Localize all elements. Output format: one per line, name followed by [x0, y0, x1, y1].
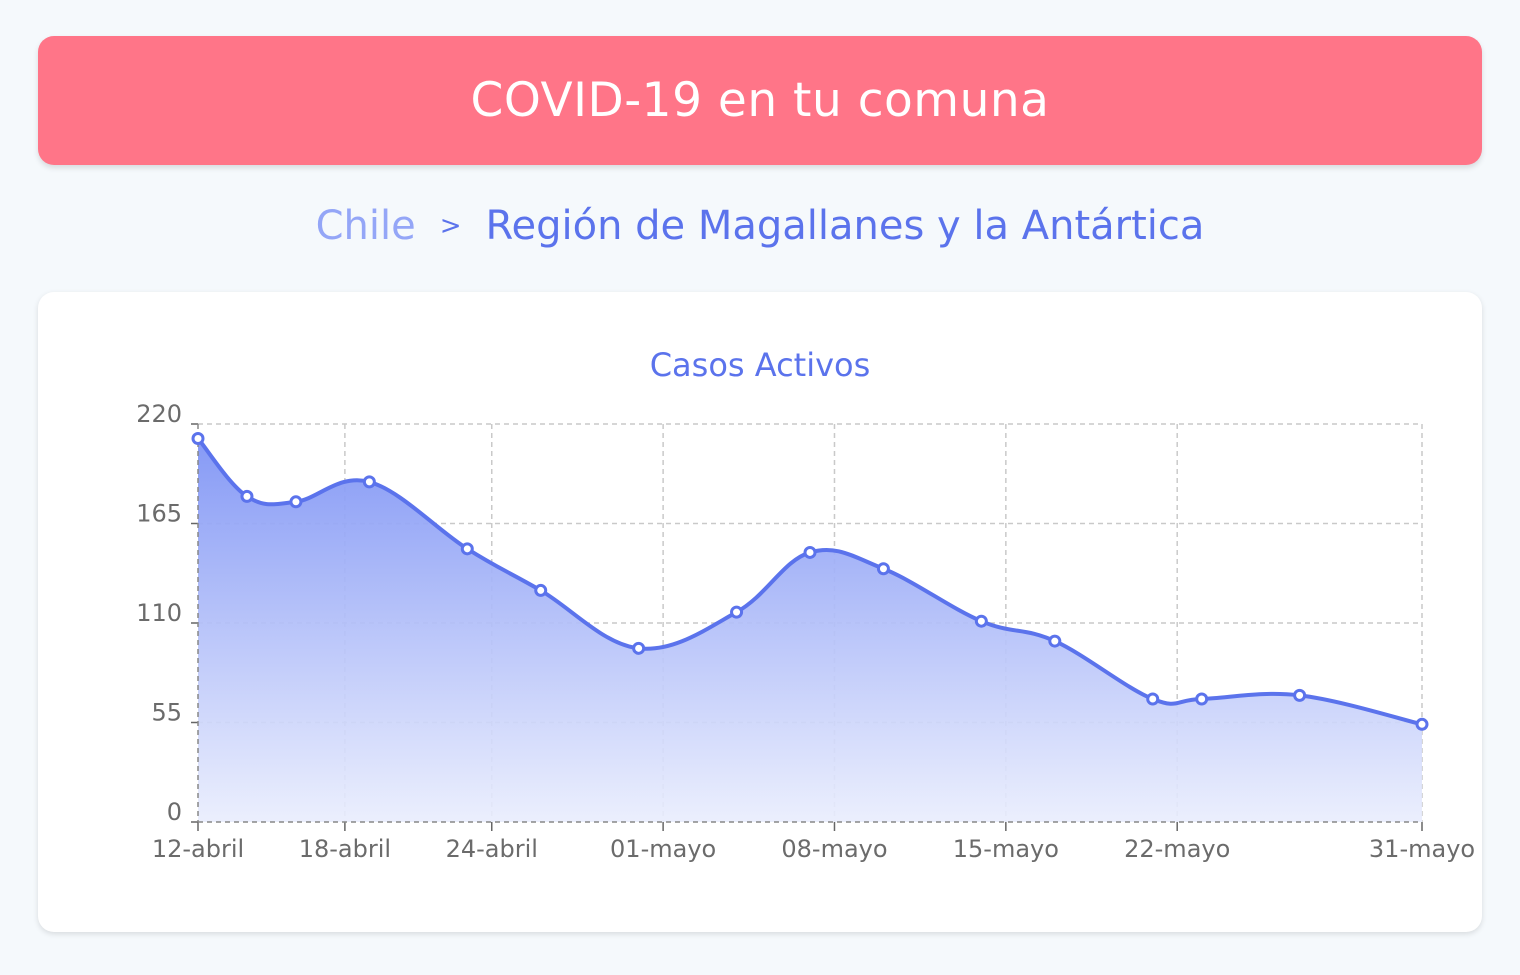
chart-area-layer [196, 437, 1423, 822]
x-tick-label: 18-abril [299, 835, 391, 863]
data-point [1195, 692, 1209, 706]
series-line [196, 437, 1423, 727]
x-tick-label: 08-mayo [781, 835, 887, 863]
y-tick-label: 220 [136, 400, 182, 428]
x-tick-label: 22-mayo [1124, 835, 1230, 863]
chart-axes: 0 55 110 165 220 12-abril 18-abril 24-abril 01-m… [136, 400, 1475, 863]
breadcrumb-root-link[interactable]: Chile [315, 203, 416, 249]
page-title: COVID-19 en tu comuna [470, 73, 1050, 128]
breadcrumb-current: Región de Magallanes y la Antártica [485, 203, 1205, 249]
chart-points [191, 431, 1429, 731]
data-point [362, 475, 376, 489]
data-point [632, 641, 646, 655]
y-tick-label: 55 [151, 699, 182, 727]
data-point [1415, 717, 1429, 731]
series-area-fill [198, 438, 1422, 822]
data-point [240, 489, 254, 503]
x-tick-label: 24-abril [446, 835, 538, 863]
chart-title: Casos Activos [649, 346, 871, 384]
data-point [974, 614, 988, 628]
data-point [191, 431, 205, 445]
header-bar: COVID-19 en tu comuna [38, 36, 1482, 165]
data-point [730, 605, 744, 619]
y-tick-label: 0 [167, 798, 182, 826]
data-point [289, 495, 303, 509]
y-tick-label: 110 [136, 599, 182, 627]
data-point [1293, 688, 1307, 702]
x-tick-label: 12-abril [152, 835, 244, 863]
x-tick-label: 15-mayo [953, 835, 1059, 863]
data-point [876, 562, 890, 576]
data-point [1146, 692, 1160, 706]
breadcrumb-separator-icon: > [439, 211, 462, 241]
data-point [534, 583, 548, 597]
y-tick-label: 165 [136, 500, 182, 528]
breadcrumb: Chile > Región de Magallanes y la Antárt… [0, 196, 1520, 256]
x-tick-label: 01-mayo [610, 835, 716, 863]
data-point [803, 545, 817, 559]
data-point [460, 542, 474, 556]
x-tick-label: 31-mayo [1369, 835, 1475, 863]
data-point [1048, 634, 1062, 648]
